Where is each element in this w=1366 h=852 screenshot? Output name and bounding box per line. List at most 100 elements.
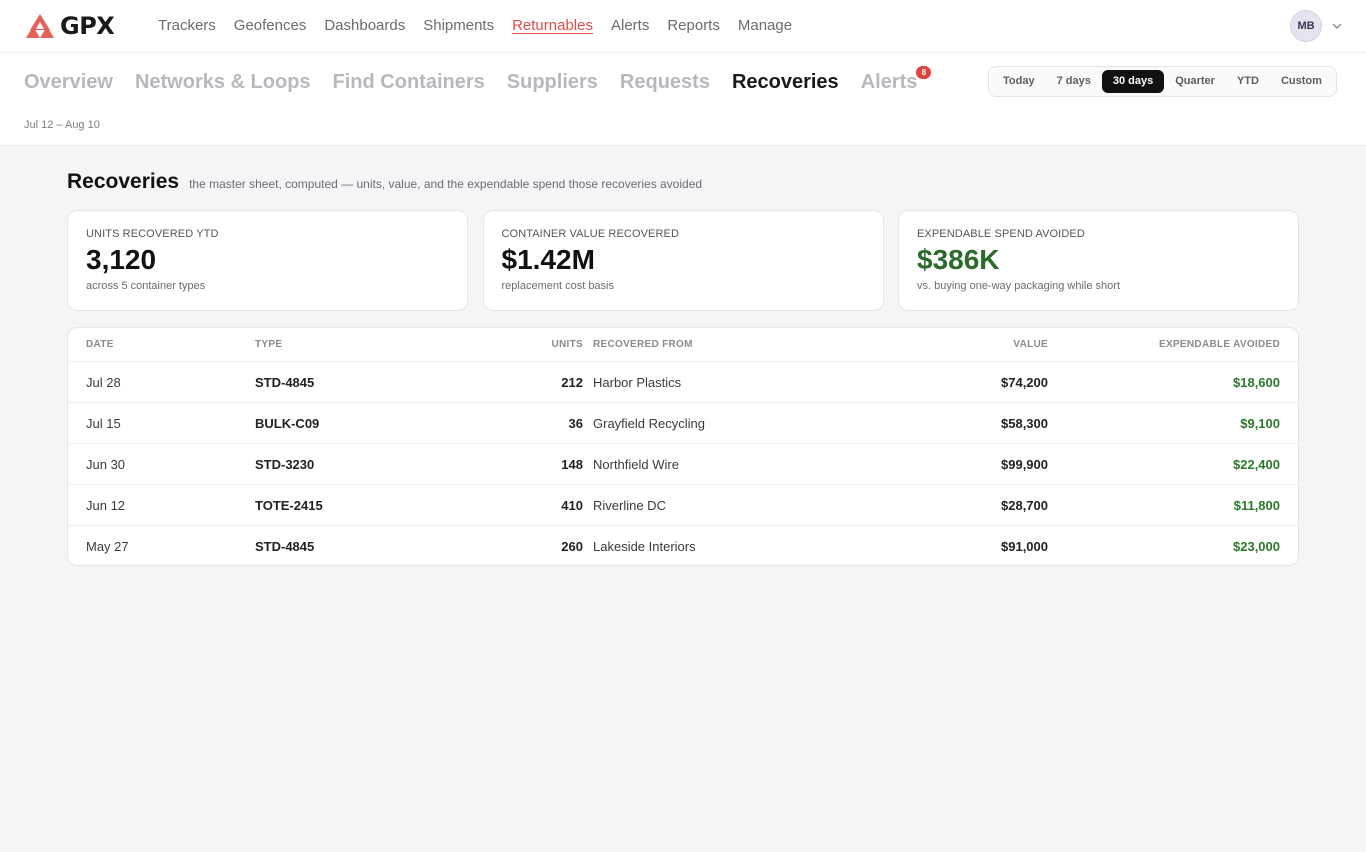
nav-manage[interactable]: Manage <box>737 17 793 34</box>
cell-value: $74,200 <box>1001 374 1048 390</box>
page-description: the master sheet, computed — units, valu… <box>189 177 703 191</box>
table-row[interactable]: May 27 STD-4845 260 Lakeside Interiors $… <box>68 525 1298 565</box>
tab-find-containers[interactable]: Find Containers <box>333 69 485 95</box>
range-quarter-button[interactable]: Quarter <box>1175 75 1215 87</box>
range-7-days-button[interactable]: 7 days <box>1056 75 1091 87</box>
kpi-value: 3,120 <box>86 244 157 275</box>
cell-type: STD-4845 <box>255 374 315 390</box>
tab-label: Suppliers <box>506 71 598 93</box>
header-recovered-from[interactable]: RECOVERED FROM <box>593 339 693 350</box>
cell-date: Jun 30 <box>86 456 126 472</box>
cell-recovered-from: Northfield Wire <box>593 456 679 472</box>
cell-expendable-avoided: $11,800 <box>1233 497 1280 513</box>
cell-units: 36 <box>568 415 583 431</box>
range-custom-button[interactable]: Custom <box>1280 75 1322 87</box>
cell-type: STD-3230 <box>255 456 315 472</box>
header-value[interactable]: VALUE <box>1013 339 1048 350</box>
time-range-selector: Today 7 days 30 days Quarter YTD Custom <box>988 66 1337 97</box>
cell-expendable-avoided: $23,000 <box>1233 538 1280 554</box>
kpi-subtext: across 5 container types <box>86 280 206 292</box>
tab-label: Overview <box>24 71 113 93</box>
returnables-tabs: Overview Networks & Loops Find Container… <box>24 66 939 95</box>
tab-label: Find Containers <box>332 71 485 93</box>
cell-type: STD-4845 <box>255 538 315 554</box>
cell-value: $91,000 <box>1001 538 1048 554</box>
kpi-subtext: replacement cost basis <box>501 280 615 292</box>
user-menu[interactable]: MB <box>1290 10 1344 42</box>
nav-reports[interactable]: Reports <box>667 17 720 34</box>
cell-date: Jul 28 <box>86 374 121 390</box>
tab-label: Recoveries <box>731 71 839 93</box>
page-title: Recoveries <box>67 170 180 193</box>
kpi-label: UNITS RECOVERED YTD <box>86 228 219 240</box>
nav-geofences[interactable]: Geofences <box>233 17 307 34</box>
kpi-container-value: CONTAINER VALUE RECOVERED $1.42M replace… <box>482 210 884 311</box>
table-header: DATE TYPE UNITS RECOVERED FROM VALUE EXP… <box>68 328 1298 361</box>
cell-expendable-avoided: $22,400 <box>1233 456 1280 472</box>
avatar[interactable]: MB <box>1290 10 1322 42</box>
tab-recoveries[interactable]: Recoveries <box>732 69 839 95</box>
cell-value: $28,700 <box>1001 497 1048 513</box>
main-nav: Trackers Geofences Dashboards Shipments … <box>158 0 810 52</box>
brand-logo[interactable]: GPX <box>24 12 115 40</box>
tab-requests[interactable]: Requests <box>620 69 710 95</box>
table-row[interactable]: Jun 12 TOTE-2415 410 Riverline DC $28,70… <box>68 484 1298 525</box>
top-navbar: GPX Trackers Geofences Dashboards Shipme… <box>0 0 1366 53</box>
kpi-label: CONTAINER VALUE RECOVERED <box>501 228 680 240</box>
range-ytd-button[interactable]: YTD <box>1236 75 1259 87</box>
cell-date: Jun 12 <box>86 497 126 513</box>
kpi-cards: UNITS RECOVERED YTD 3,120 across 5 conta… <box>67 210 1299 311</box>
cell-units: 260 <box>561 538 583 554</box>
nav-trackers[interactable]: Trackers <box>158 17 216 34</box>
tab-alerts[interactable]: Alerts 8 <box>860 66 932 95</box>
chevron-down-icon[interactable] <box>1330 19 1344 33</box>
recoveries-table: DATE TYPE UNITS RECOVERED FROM VALUE EXP… <box>67 327 1299 566</box>
cell-recovered-from: Grayfield Recycling <box>593 415 705 431</box>
table-row[interactable]: Jul 15 BULK-C09 36 Grayfield Recycling $… <box>68 402 1298 443</box>
nav-alerts[interactable]: Alerts <box>610 17 650 34</box>
cell-value: $58,300 <box>1001 415 1048 431</box>
sub-navbar: Overview Networks & Loops Find Container… <box>0 53 1366 146</box>
page-header: Recoveries the master sheet, computed — … <box>67 170 702 194</box>
range-today-button[interactable]: Today <box>1003 75 1035 87</box>
header-type[interactable]: TYPE <box>255 339 283 350</box>
gpx-logo-icon <box>26 14 54 38</box>
cell-units: 148 <box>561 456 583 472</box>
cell-expendable-avoided: $18,600 <box>1233 374 1280 390</box>
cell-type: TOTE-2415 <box>255 497 323 513</box>
date-range-label: Jul 12 – Aug 10 <box>24 119 100 131</box>
table-row[interactable]: Jul 28 STD-4845 212 Harbor Plastics $74,… <box>68 361 1298 402</box>
cell-expendable-avoided: $9,100 <box>1240 415 1280 431</box>
tab-overview[interactable]: Overview <box>24 69 113 95</box>
range-30-days-button[interactable]: 30 days <box>1101 70 1165 93</box>
cell-units: 410 <box>561 497 583 513</box>
cell-value: $99,900 <box>1001 456 1048 472</box>
nav-shipments[interactable]: Shipments <box>423 17 495 34</box>
header-expendable-avoided[interactable]: EXPENDABLE AVOIDED <box>1159 339 1280 350</box>
cell-date: May 27 <box>86 538 129 554</box>
tab-suppliers[interactable]: Suppliers <box>507 69 598 95</box>
cell-date: Jul 15 <box>86 415 121 431</box>
kpi-value: $386K <box>917 244 1000 275</box>
kpi-expendable-avoided: EXPENDABLE SPEND AVOIDED $386K vs. buyin… <box>898 210 1299 311</box>
kpi-label: EXPENDABLE SPEND AVOIDED <box>917 228 1085 240</box>
header-units[interactable]: UNITS <box>551 339 583 350</box>
cell-recovered-from: Harbor Plastics <box>593 374 682 390</box>
tab-label: Networks & Loops <box>134 71 311 93</box>
cell-units: 212 <box>561 374 583 390</box>
nav-returnables[interactable]: Returnables <box>512 17 593 34</box>
kpi-value: $1.42M <box>501 244 595 275</box>
table-row[interactable]: Jun 30 STD-3230 148 Northfield Wire $99,… <box>68 443 1298 484</box>
tab-networks-loops[interactable]: Networks & Loops <box>135 69 311 95</box>
cell-recovered-from: Lakeside Interiors <box>593 538 696 554</box>
tab-label: Requests <box>619 71 710 93</box>
kpi-subtext: vs. buying one-way packaging while short <box>917 280 1121 292</box>
nav-dashboards[interactable]: Dashboards <box>324 17 406 34</box>
kpi-units-recovered: UNITS RECOVERED YTD 3,120 across 5 conta… <box>67 210 468 311</box>
header-date[interactable]: DATE <box>86 339 114 350</box>
alerts-count-badge: 8 <box>916 66 932 79</box>
cell-type: BULK-C09 <box>255 415 320 431</box>
cell-recovered-from: Riverline DC <box>593 497 666 513</box>
tab-label: Alerts <box>860 71 918 93</box>
brand-name: GPX <box>60 12 115 40</box>
